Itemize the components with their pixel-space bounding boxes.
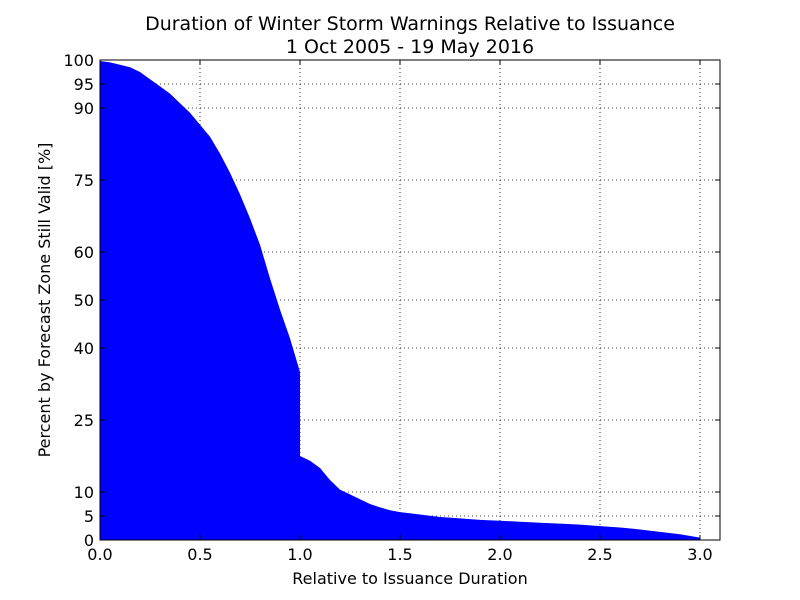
x-tick-label: 1.0 [287,545,312,564]
y-tick-label: 100 [63,51,94,70]
y-tick-label: 0 [84,531,94,550]
x-tick-label: 2.0 [487,545,512,564]
x-tick-label: 0.5 [187,545,212,564]
chart-title: Duration of Winter Storm Warnings Relati… [145,13,675,35]
y-tick-label: 50 [74,291,94,310]
grid [99,59,720,541]
y-tick-label: 60 [74,243,94,262]
y-tick-label: 90 [74,99,94,118]
y-axis: 0 5 10 25 40 50 60 75 90 95 100 [63,51,720,550]
y-tick-label: 10 [74,483,94,502]
chart-subtitle: 1 Oct 2005 - 19 May 2016 [286,36,534,58]
x-axis-label: Relative to Issuance Duration [292,569,527,588]
y-tick-label: 95 [74,75,94,94]
x-tick-label: 3.0 [687,545,712,564]
y-axis-label: Percent by Forecast Zone Still Valid [%] [35,143,54,458]
x-tick-label: 2.5 [587,545,612,564]
x-axis: 0.0 0.5 1.0 1.5 2.0 2.5 3.0 [87,60,713,564]
y-tick-label: 40 [74,339,94,358]
series-area [100,60,700,541]
x-tick-label: 1.5 [387,545,412,564]
y-tick-label: 25 [74,411,94,430]
data-area [100,60,700,541]
x-tick-label: 0.0 [87,545,112,564]
y-tick-label: 5 [84,507,94,526]
y-tick-label: 75 [74,171,94,190]
